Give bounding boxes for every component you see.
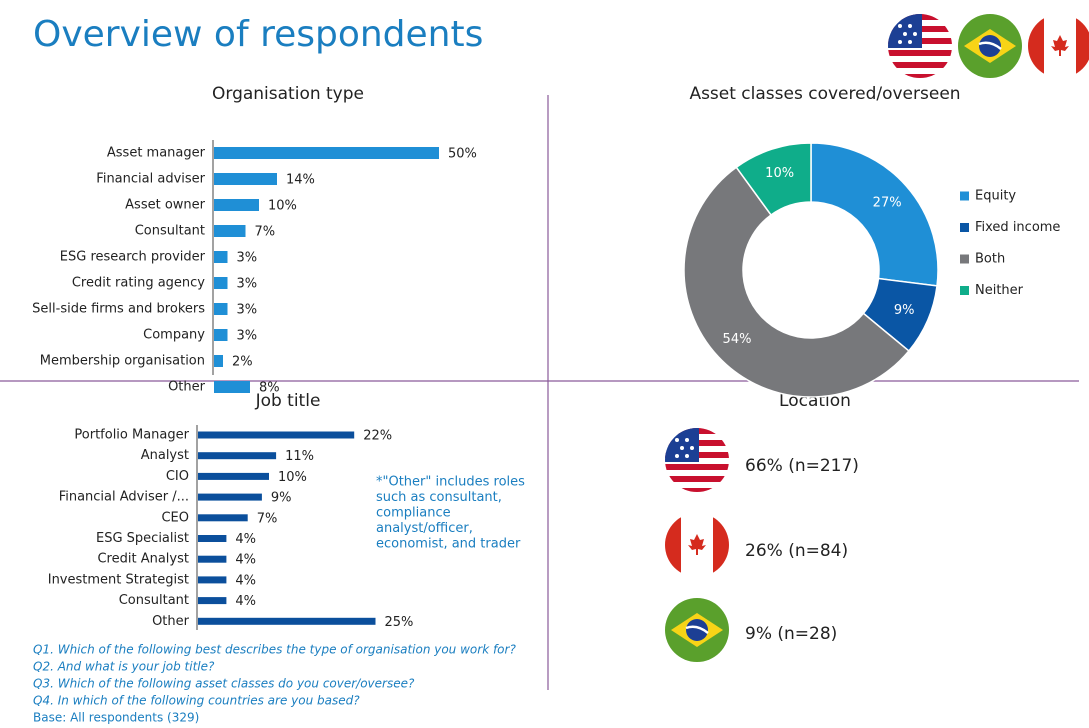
bar [198, 535, 227, 542]
category-label: Other [168, 380, 206, 395]
category-label: Consultant [119, 593, 189, 608]
category-label: CIO [166, 469, 189, 484]
legend-swatch [960, 223, 969, 232]
value-label: 10% [268, 199, 297, 214]
value-label: 27% [873, 195, 902, 210]
value-label: 11% [285, 449, 314, 464]
value-label: 3% [237, 329, 258, 344]
bar [198, 597, 227, 605]
value-label: 3% [237, 303, 258, 318]
value-label: 10% [765, 166, 794, 181]
flag-us [888, 14, 952, 80]
bar [214, 147, 439, 159]
bar [198, 617, 376, 625]
location-value: 9% (n=28) [745, 624, 837, 644]
value-label: 2% [232, 355, 253, 370]
category-label: Membership organisation [40, 354, 205, 369]
chart-title: Job title [255, 391, 321, 411]
legend-label: Neither [975, 283, 1024, 298]
footnote: Q2. And what is your job title? [33, 660, 215, 674]
value-label: 9% [894, 303, 915, 318]
base-note: Base: All respondents (329) [33, 711, 199, 725]
category-label: Sell-side firms and brokers [32, 302, 205, 317]
bar [214, 355, 223, 367]
value-label: 4% [235, 594, 256, 609]
annotation: such as consultant, [376, 490, 502, 505]
category-label: Analyst [141, 448, 189, 463]
value-label: 8% [259, 381, 280, 396]
legend-label: Fixed income [975, 220, 1060, 235]
category-label: Asset owner [125, 198, 205, 213]
legend-label: Both [975, 252, 1005, 267]
value-label: 9% [271, 491, 292, 506]
bar [198, 431, 355, 439]
bar [198, 576, 227, 584]
donut-segment [683, 166, 910, 398]
category-label: Credit Analyst [97, 552, 189, 567]
donut-segment [735, 142, 812, 217]
chart-title: Organisation type [212, 84, 364, 104]
value-label: 3% [237, 277, 258, 292]
flag-canada [1028, 14, 1089, 78]
bar [198, 555, 227, 563]
bar [214, 173, 277, 185]
value-label: 54% [723, 332, 752, 347]
value-label: 7% [255, 225, 276, 240]
annotation: analyst/officer, [376, 521, 473, 536]
bar [214, 277, 228, 289]
annotation: economist, and trader [376, 537, 521, 552]
category-label: CEO [161, 510, 189, 525]
flag-brazil [956, 12, 1024, 80]
donut-segment [810, 142, 939, 287]
bar [214, 303, 228, 315]
bar [198, 514, 248, 522]
value-label: 4% [235, 553, 256, 568]
slide-title: Overview of respondents [33, 14, 483, 55]
chart-title: Asset classes covered/overseen [689, 84, 960, 104]
footnote: Q1. Which of the following best describe… [33, 643, 516, 657]
flag-us [665, 428, 729, 494]
flag-brazil [663, 596, 731, 664]
annotation: compliance [376, 506, 451, 521]
legend-swatch [960, 191, 969, 201]
legend-swatch [960, 286, 969, 295]
category-label: Investment Strategist [48, 572, 189, 587]
value-label: 3% [237, 251, 258, 266]
bar [214, 225, 246, 237]
category-label: Consultant [135, 224, 205, 239]
category-label: Financial Adviser /... [59, 490, 189, 505]
annotation: *"Other" includes roles [376, 475, 525, 490]
value-label: 7% [257, 511, 278, 526]
value-label: 4% [235, 573, 256, 588]
category-label: ESG research provider [60, 250, 206, 265]
location-value: 66% (n=217) [745, 456, 859, 476]
bar [214, 329, 228, 341]
category-label: ESG Specialist [96, 531, 189, 546]
value-label: 25% [385, 615, 414, 630]
value-label: 10% [278, 470, 307, 485]
location-value: 26% (n=84) [745, 541, 848, 561]
bar [214, 251, 228, 263]
bar [214, 199, 259, 211]
category-label: Company [143, 328, 205, 343]
bar [198, 472, 269, 480]
legend-label: Equity [975, 189, 1016, 204]
category-label: Credit rating agency [72, 276, 205, 291]
value-label: 14% [286, 173, 315, 188]
legend-swatch [960, 254, 969, 264]
value-label: 4% [235, 532, 256, 547]
value-label: 22% [363, 429, 392, 444]
footnote: Q4. In which of the following countries … [33, 694, 360, 708]
flag-canada [665, 513, 729, 577]
category-label: Portfolio Manager [74, 428, 189, 443]
bar [198, 493, 262, 501]
category-label: Asset manager [107, 146, 206, 161]
value-label: 50% [448, 147, 477, 162]
bar [198, 452, 277, 460]
bar [214, 381, 250, 393]
category-label: Other [152, 614, 190, 629]
footnote: Q3. Which of the following asset classes… [33, 677, 415, 691]
category-label: Financial adviser [96, 172, 205, 187]
